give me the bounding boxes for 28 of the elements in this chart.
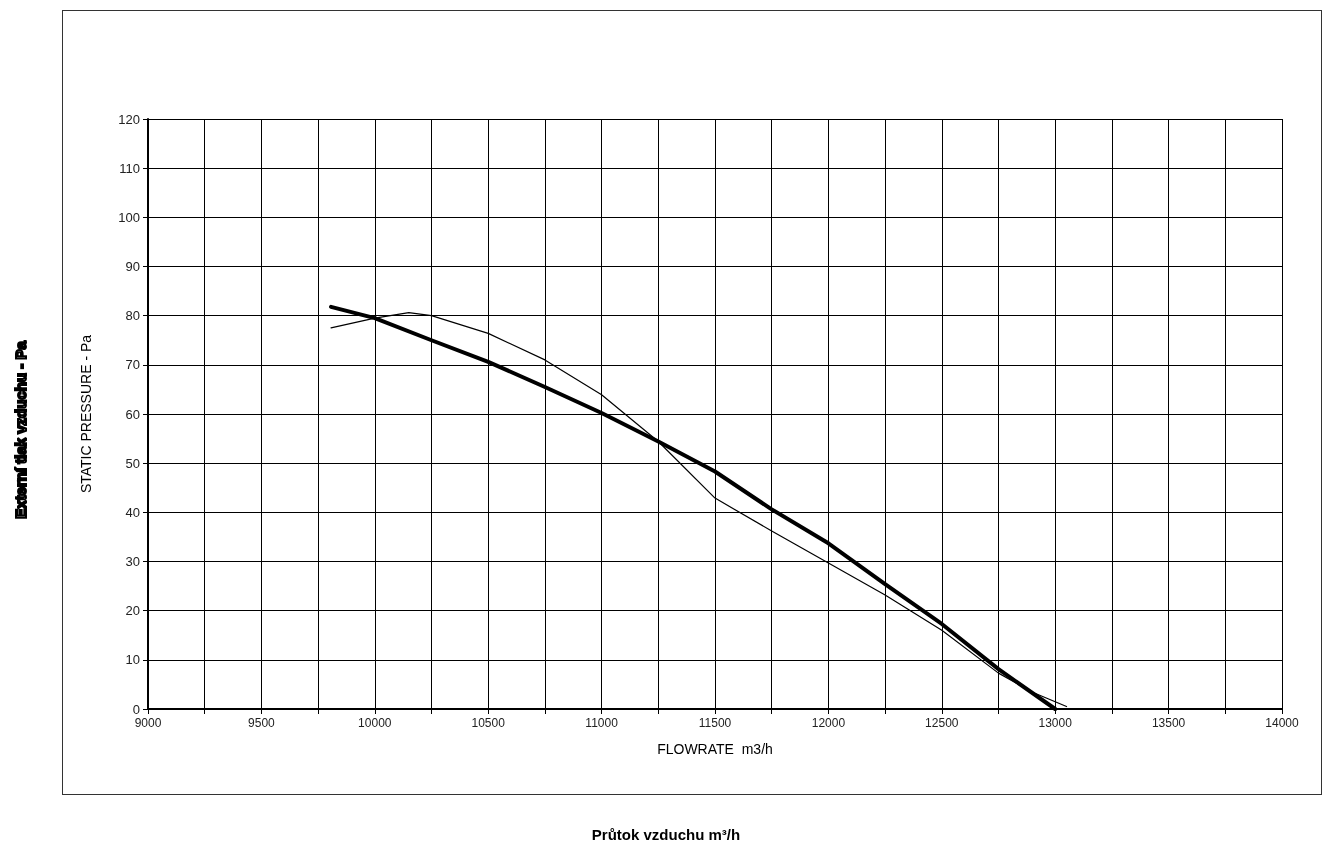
x-tick-label: 14000 xyxy=(1265,716,1300,730)
y-axis-title: STATIC PRESSURE - Pa xyxy=(78,334,94,494)
y-tick-label: 30 xyxy=(125,554,140,569)
y-tick-label: 110 xyxy=(119,160,140,176)
x-tick-label: 10500 xyxy=(471,716,506,730)
y-tick-label: 80 xyxy=(125,308,140,324)
x-tick-label: 11000 xyxy=(585,716,619,730)
x-tick-label: 12500 xyxy=(925,716,959,730)
y-tick-label: 20 xyxy=(125,603,140,619)
x-tick-label: 11500 xyxy=(698,716,732,730)
y-tick-label: 0 xyxy=(132,701,140,717)
y-tick-label: 100 xyxy=(118,209,140,225)
y-tick-label: 40 xyxy=(125,504,140,520)
y-tick-label: 10 xyxy=(125,652,140,668)
x-tick-label: 10000 xyxy=(358,716,392,730)
x-tick-label: 13500 xyxy=(1151,716,1186,730)
x-tick-label: 9000 xyxy=(134,716,162,730)
x-tick-label: 9500 xyxy=(248,716,276,730)
y-tick-label: 90 xyxy=(125,259,140,274)
y-tick-label: 70 xyxy=(125,357,140,373)
text: Průtok vzduchu m³/h xyxy=(591,825,741,843)
y-tick-label: 120 xyxy=(118,111,140,127)
text: Externí tlak vzduchu - Pa xyxy=(11,340,29,519)
x-tick-label: 12000 xyxy=(811,716,846,730)
y-tick-label: 50 xyxy=(125,455,140,471)
x-tick-label: 13000 xyxy=(1038,716,1073,730)
x-axis-title: FLOWRATE m3/h xyxy=(657,741,773,757)
y-tick-label: 60 xyxy=(125,406,140,422)
